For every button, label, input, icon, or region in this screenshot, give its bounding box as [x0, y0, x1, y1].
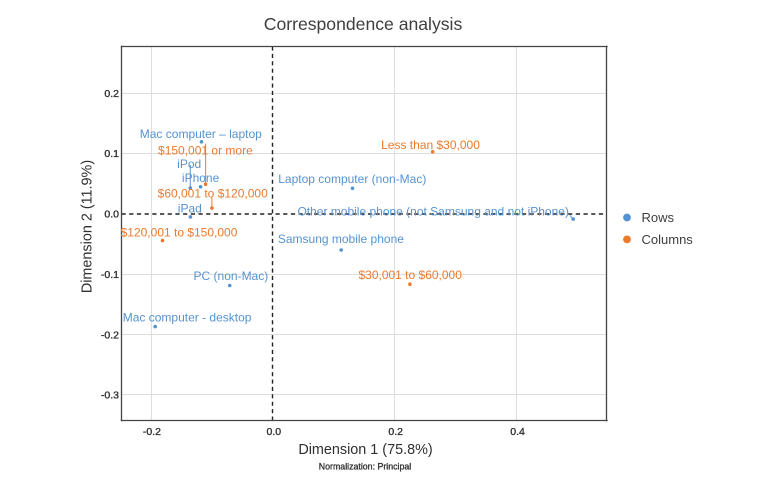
- svg-text:0.2: 0.2: [104, 88, 119, 100]
- svg-text:-0.2: -0.2: [143, 426, 161, 438]
- svg-text:iPad: iPad: [178, 202, 202, 216]
- svg-text:-0.2: -0.2: [101, 329, 119, 341]
- svg-text:iPod: iPod: [177, 157, 201, 171]
- svg-text:0.0: 0.0: [104, 209, 119, 221]
- svg-text:$150,001 or more: $150,001 or more: [158, 143, 253, 157]
- svg-text:Mac computer – laptop: Mac computer – laptop: [140, 127, 262, 141]
- svg-text:0.2: 0.2: [388, 426, 403, 438]
- svg-text:$120,001 to $150,000: $120,001 to $150,000: [121, 226, 238, 240]
- svg-text:Dimension 1 (75.8%): Dimension 1 (75.8%): [298, 442, 432, 458]
- svg-text:0.1: 0.1: [104, 148, 119, 160]
- svg-text:Samsung mobile phone: Samsung mobile phone: [278, 232, 404, 246]
- svg-text:Laptop computer (non-Mac): Laptop computer (non-Mac): [278, 172, 426, 186]
- svg-text:Normalization: Principal: Normalization: Principal: [319, 461, 411, 471]
- svg-text:0.4: 0.4: [510, 426, 525, 438]
- svg-text:Dimension 2 (11.9%): Dimension 2 (11.9%): [80, 160, 96, 293]
- svg-text:iPhone: iPhone: [182, 171, 220, 185]
- svg-text:Columns: Columns: [642, 232, 694, 247]
- svg-text:PC (non-Mac): PC (non-Mac): [194, 269, 269, 283]
- svg-text:Rows: Rows: [642, 210, 675, 225]
- svg-text:$30,001 to $60,000: $30,001 to $60,000: [358, 268, 462, 282]
- svg-text:-0.1: -0.1: [101, 269, 119, 281]
- svg-text:0.0: 0.0: [266, 426, 281, 438]
- svg-text:-0.3: -0.3: [101, 390, 119, 402]
- svg-text:Less than $30,000: Less than $30,000: [381, 138, 480, 152]
- svg-text:$60,001 to $120,000: $60,001 to $120,000: [158, 187, 268, 201]
- svg-text:Other mobile phone (not Samsun: Other mobile phone (not Samsung and not …: [297, 205, 569, 219]
- svg-text:Correspondence analysis: Correspondence analysis: [264, 14, 463, 34]
- svg-text:Mac computer - desktop: Mac computer - desktop: [123, 311, 252, 325]
